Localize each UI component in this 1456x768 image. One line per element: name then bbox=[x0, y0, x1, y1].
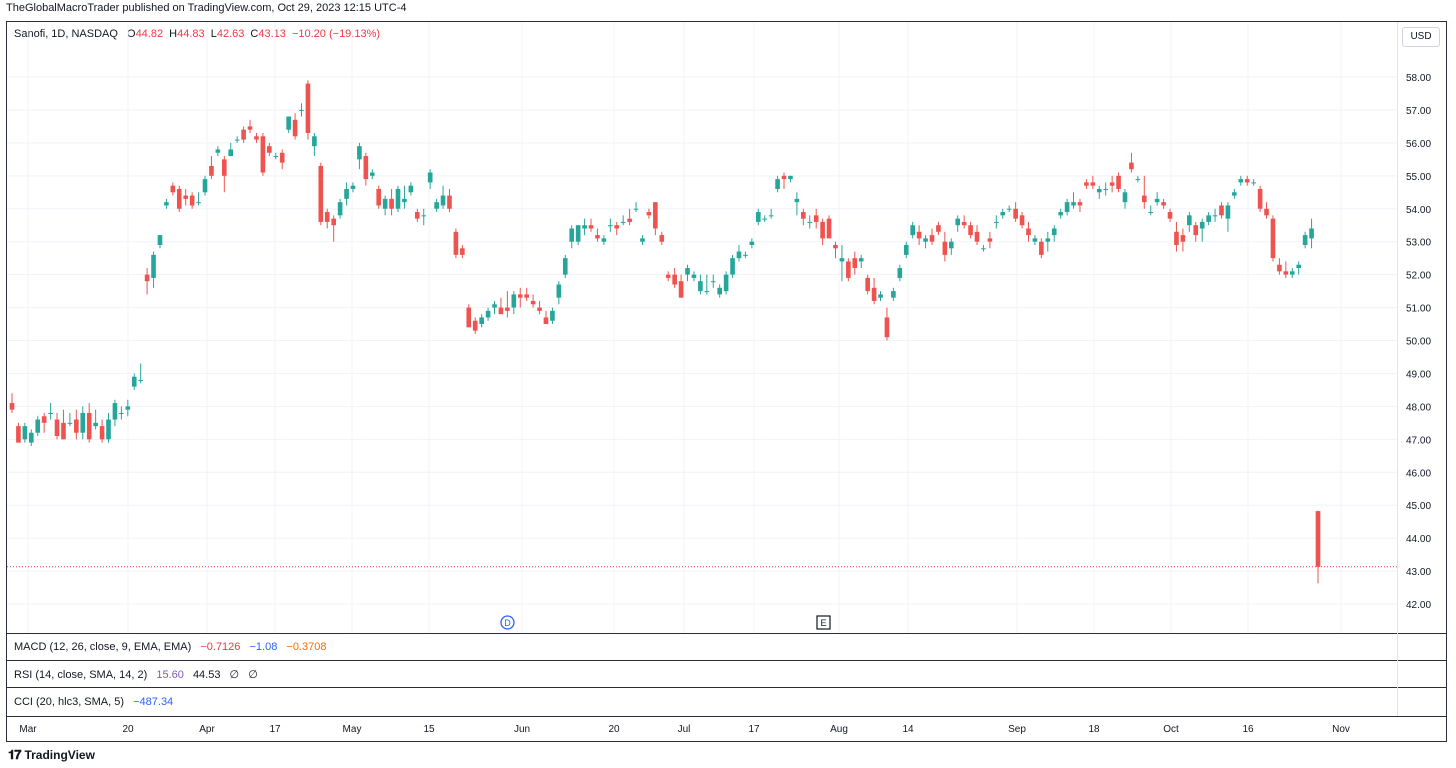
macd-value: −0.7126 bbox=[200, 641, 241, 653]
change-value: −10.20 (−19.13%) bbox=[291, 28, 381, 40]
high-value: 44.83 bbox=[177, 28, 205, 40]
rsi-value: 15.60 bbox=[156, 669, 184, 681]
rsi-band-lower: ∅ bbox=[248, 669, 258, 681]
rsi-band-upper: ∅ bbox=[229, 669, 240, 681]
publisher-header: TheGlobalMacroTrader published on Tradin… bbox=[6, 2, 407, 14]
cci-value: −487.34 bbox=[133, 696, 174, 708]
low-label: L bbox=[210, 28, 217, 40]
price-axis-separator bbox=[1397, 22, 1398, 716]
chart-frame bbox=[6, 21, 1447, 742]
cci-label: CCI (20, hlc3, SMA, 5) bbox=[14, 696, 125, 708]
symbol-name: Sanofi, 1D, NASDAQ bbox=[14, 28, 118, 40]
close-label: C bbox=[250, 28, 259, 40]
brand-label: TradingView bbox=[24, 748, 95, 762]
currency-button[interactable]: USD bbox=[1402, 27, 1440, 47]
earnings-marker[interactable]: E bbox=[815, 614, 832, 631]
dividend-marker-label: D bbox=[504, 618, 511, 628]
rsi-ma-value: 44.53 bbox=[192, 669, 221, 681]
pane-separator[interactable] bbox=[6, 687, 1447, 688]
dividend-marker[interactable]: D bbox=[499, 614, 516, 631]
low-value: 42.63 bbox=[216, 28, 245, 40]
tradingview-logo-icon: 𝟏𝟕 bbox=[8, 747, 22, 762]
footer-brand[interactable]: 𝟏𝟕 TradingView bbox=[8, 747, 95, 763]
open-label: O bbox=[127, 28, 136, 40]
macd-signal-value: −1.08 bbox=[249, 641, 278, 653]
pane-separator[interactable] bbox=[6, 633, 1447, 634]
close-value: 43.13 bbox=[258, 28, 286, 40]
macd-label: MACD (12, 26, close, 9, EMA, EMA) bbox=[14, 641, 192, 653]
earnings-marker-label: E bbox=[820, 618, 826, 628]
rsi-label: RSI (14, close, SMA, 14, 2) bbox=[14, 669, 148, 681]
open-value: 44.82 bbox=[135, 28, 164, 40]
symbol-legend: Sanofi, 1D, NASDAQ O44.82 H44.83 L42.63 … bbox=[14, 28, 380, 40]
rsi-legend: RSI (14, close, SMA, 14, 2) 15.60 44.53 … bbox=[14, 668, 258, 681]
high-label: H bbox=[169, 28, 178, 40]
macd-legend: MACD (12, 26, close, 9, EMA, EMA) −0.712… bbox=[14, 641, 326, 653]
cci-legend: CCI (20, hlc3, SMA, 5) −487.34 bbox=[14, 696, 173, 708]
macd-hist-value: −0.3708 bbox=[286, 641, 327, 653]
time-axis-separator bbox=[6, 716, 1447, 717]
pane-separator[interactable] bbox=[6, 660, 1447, 661]
